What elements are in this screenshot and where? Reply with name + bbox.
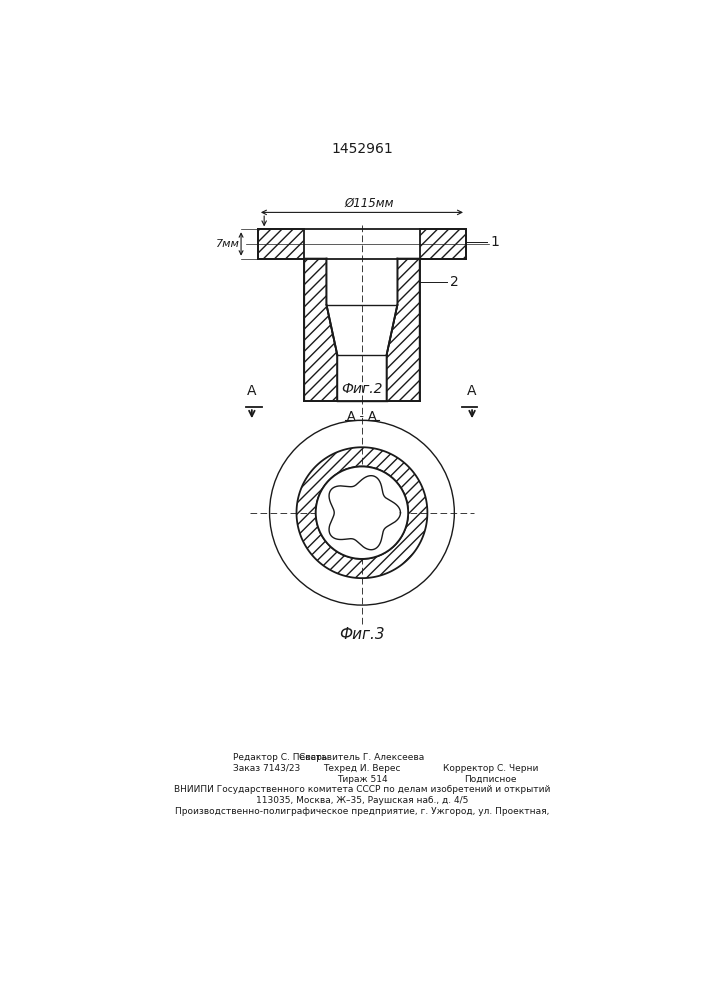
Text: 113035, Москва, Ж–35, Раушская наб., д. 4/5: 113035, Москва, Ж–35, Раушская наб., д. … <box>256 796 468 805</box>
Circle shape <box>316 466 408 559</box>
Text: Заказ 7143/23: Заказ 7143/23 <box>233 764 300 773</box>
Text: Фиг.2: Фиг.2 <box>341 382 382 396</box>
Polygon shape <box>327 259 397 401</box>
Polygon shape <box>258 229 304 259</box>
Polygon shape <box>387 259 420 401</box>
Polygon shape <box>420 229 466 259</box>
Text: ВНИИПИ Государственного комитета СССР по делам изобретений и открытий: ВНИИПИ Государственного комитета СССР по… <box>174 785 550 794</box>
Text: A: A <box>467 384 477 398</box>
Text: Редактор С. Пекарь: Редактор С. Пекарь <box>233 753 327 762</box>
Text: Корректор С. Черни: Корректор С. Черни <box>443 764 538 773</box>
Polygon shape <box>329 476 400 550</box>
Text: A - A: A - A <box>347 410 377 423</box>
Polygon shape <box>304 259 337 401</box>
Text: Тираж 514: Тираж 514 <box>337 774 387 784</box>
Text: 7мм: 7мм <box>216 239 240 249</box>
Text: A: A <box>247 384 257 398</box>
Text: 2: 2 <box>450 275 458 289</box>
Text: Производственно-полиграфическое предприятие, г. Ужгород, ул. Проектная,: Производственно-полиграфическое предприя… <box>175 807 549 816</box>
PathPatch shape <box>296 447 428 578</box>
Text: 1: 1 <box>491 235 499 249</box>
Text: 1452961: 1452961 <box>331 142 393 156</box>
Text: Фиг.3: Фиг.3 <box>339 627 385 642</box>
Text: Техред И. Верес: Техред И. Верес <box>323 764 401 773</box>
Text: Ø115мм: Ø115мм <box>345 197 395 210</box>
Text: Подписное: Подписное <box>464 774 517 784</box>
Text: Составитель Г. Алексеева: Составитель Г. Алексеева <box>299 753 425 762</box>
